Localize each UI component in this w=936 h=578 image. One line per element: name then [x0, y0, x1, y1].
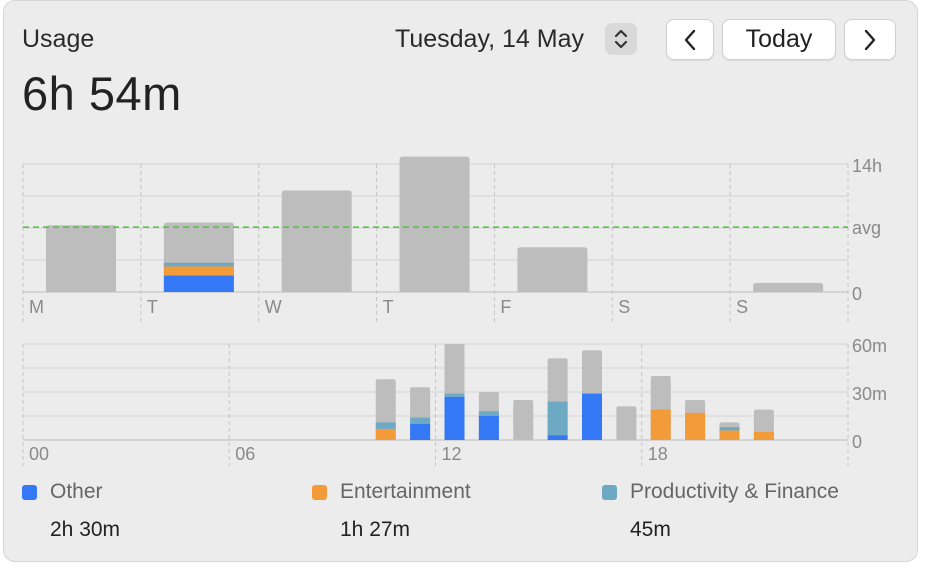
hourly-bar-segment-other [410, 424, 431, 440]
previous-day-button[interactable] [666, 19, 714, 60]
legend-label: Productivity & Finance [630, 480, 839, 503]
chevron-left-icon [684, 29, 696, 50]
hourly-x-tick-label: 06 [235, 444, 255, 464]
hourly-bar-segment-entertainment [685, 412, 706, 440]
hourly-x-tick-label: 12 [442, 444, 462, 464]
weekly-bar [753, 282, 824, 292]
hourly-bar-segment-other [444, 396, 465, 440]
date-label: Tuesday, 14 May [395, 25, 584, 53]
weekly-bar [281, 190, 352, 292]
weekly-bar [399, 156, 470, 292]
hourly-bar-segment-other [547, 435, 568, 440]
up-down-chevron-icon [614, 29, 628, 49]
hourly-y-tick-label: 30m [852, 384, 887, 404]
weekly-bar [46, 225, 116, 292]
hourly-bar-segment-productivity [410, 417, 431, 424]
hourly-bar-segment-productivity [444, 393, 465, 397]
weekly-day-label: F [500, 297, 511, 317]
weekly-bar-segment-entertainment [163, 266, 234, 276]
other-value: 2h 30m [50, 518, 121, 541]
hourly-bar [616, 406, 637, 440]
weekly-day-label: T [383, 297, 394, 317]
legend-entertainment: Entertainment [312, 480, 471, 504]
date-stepper[interactable] [605, 23, 637, 55]
hourly-bar-segment-other [478, 416, 499, 440]
hourly-bar-segment-other [582, 393, 602, 440]
hourly-bar-segment-productivity [719, 427, 740, 431]
hourly-bar-segment-entertainment [375, 428, 396, 440]
hourly-y-tick-label: 0 [852, 432, 862, 452]
next-day-button[interactable] [844, 19, 896, 60]
hourly-bar-segment-productivity [375, 422, 396, 429]
other-swatch [22, 484, 37, 500]
legend-label: Other [50, 480, 103, 503]
weekly-day-label: S [618, 297, 630, 317]
productivity-value: 45m [630, 518, 671, 541]
entertainment-value: 1h 27m [340, 518, 411, 541]
chevron-right-icon [864, 29, 876, 50]
hourly-x-tick-label: 18 [648, 444, 668, 464]
weekly-day-label: W [265, 297, 282, 317]
today-button[interactable]: Today [722, 19, 836, 60]
entertainment-swatch [312, 484, 327, 500]
hourly-bar [513, 400, 534, 440]
weekly-day-label: T [147, 297, 158, 317]
hourly-y-tick-label: 60m [852, 336, 887, 356]
weekly-day-label: S [736, 297, 748, 317]
hourly-x-tick-label: 00 [29, 444, 49, 464]
hourly-bar-segment-entertainment [650, 409, 671, 440]
weekly-y-tick-label: 0 [852, 284, 862, 304]
weekly-y-tick-label: 14h [852, 156, 882, 176]
usage-title: Usage [22, 25, 95, 53]
hourly-bar-segment-productivity [547, 401, 568, 436]
weekly-bar-segment-other [163, 275, 234, 292]
weekly-bar [517, 247, 588, 292]
legend-productivity: Productivity & Finance [602, 480, 839, 504]
hourly-bar-segment-entertainment [753, 432, 774, 440]
average-label: avg [852, 218, 881, 238]
weekly-day-label: M [29, 297, 44, 317]
hourly-bar-segment-entertainment [719, 430, 740, 440]
legend-label: Entertainment [340, 480, 471, 503]
hourly-bar-segment-productivity [478, 411, 499, 416]
total-usage: 6h 54m [22, 67, 182, 120]
productivity-swatch [602, 484, 617, 500]
weekly-bar-segment-productivity [163, 262, 234, 267]
legend-other: Other [22, 480, 103, 504]
